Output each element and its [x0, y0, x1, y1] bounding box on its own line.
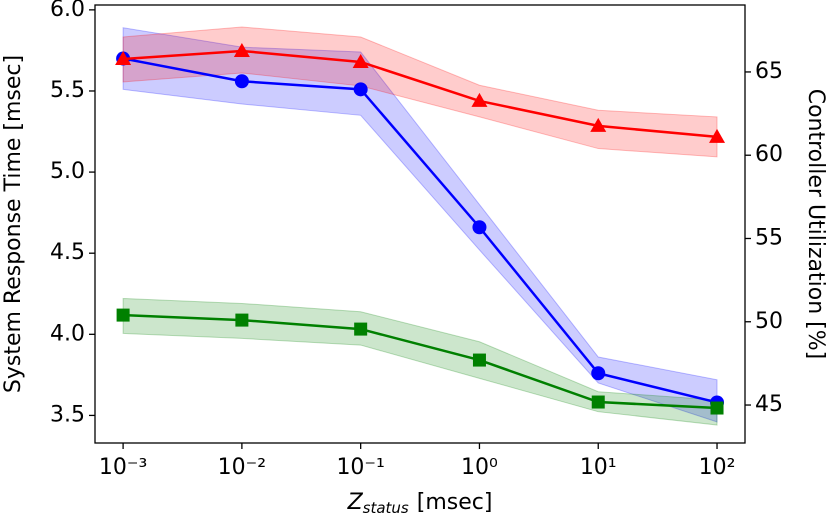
x-tick-label: 10⁰	[461, 455, 498, 480]
error-band	[122, 27, 718, 423]
y-tick-label: 3.5	[50, 402, 85, 427]
x-tick-label: 10⁻²	[218, 455, 266, 480]
plot-frame	[94, 4, 746, 444]
x-label-symbol: Z	[347, 490, 364, 515]
x-tick-label: 10⁻³	[99, 455, 147, 480]
marker	[709, 128, 726, 143]
y-tick-label: 6.0	[50, 0, 85, 22]
y-axis-label: System Response Time [msec]	[1, 55, 26, 393]
x-label-subscript: status	[363, 499, 409, 517]
x-tick-label: 10⁻¹	[336, 455, 384, 480]
y-tick-label: 4.5	[50, 240, 85, 265]
y2-tick-label: 45	[755, 392, 783, 417]
marker	[116, 308, 130, 322]
y2-tick-label: 60	[755, 142, 783, 167]
y2-tick-label: 55	[755, 225, 783, 250]
marker	[233, 42, 250, 57]
marker	[353, 82, 368, 97]
marker	[234, 74, 249, 89]
marker	[471, 92, 488, 107]
x-tick-label: 10²	[699, 455, 736, 480]
marker	[235, 313, 249, 327]
x-axis-label: Zstatus [msec]	[347, 490, 493, 517]
y-tick-label: 5.0	[50, 159, 85, 184]
y-tick-label: 4.0	[50, 321, 85, 346]
x-tick-label: 10¹	[580, 455, 617, 480]
error-band	[122, 26, 718, 158]
marker	[472, 220, 487, 235]
marker	[352, 53, 369, 68]
line	[123, 313, 718, 410]
y2-tick-label: 65	[755, 59, 783, 84]
line	[122, 57, 718, 404]
marker	[591, 395, 605, 409]
y-tick-label: 5.5	[50, 78, 85, 103]
y2-tick-label: 50	[755, 309, 783, 334]
marker	[590, 117, 607, 132]
marker	[710, 401, 724, 415]
marker	[472, 353, 486, 367]
marker	[115, 50, 132, 65]
x-label-unit: [msec]	[417, 490, 493, 515]
marker	[354, 322, 368, 336]
line	[123, 49, 718, 139]
y2-axis-label: Controller Utilization [%]	[803, 89, 828, 360]
error-band	[122, 297, 718, 426]
marker	[591, 366, 606, 381]
